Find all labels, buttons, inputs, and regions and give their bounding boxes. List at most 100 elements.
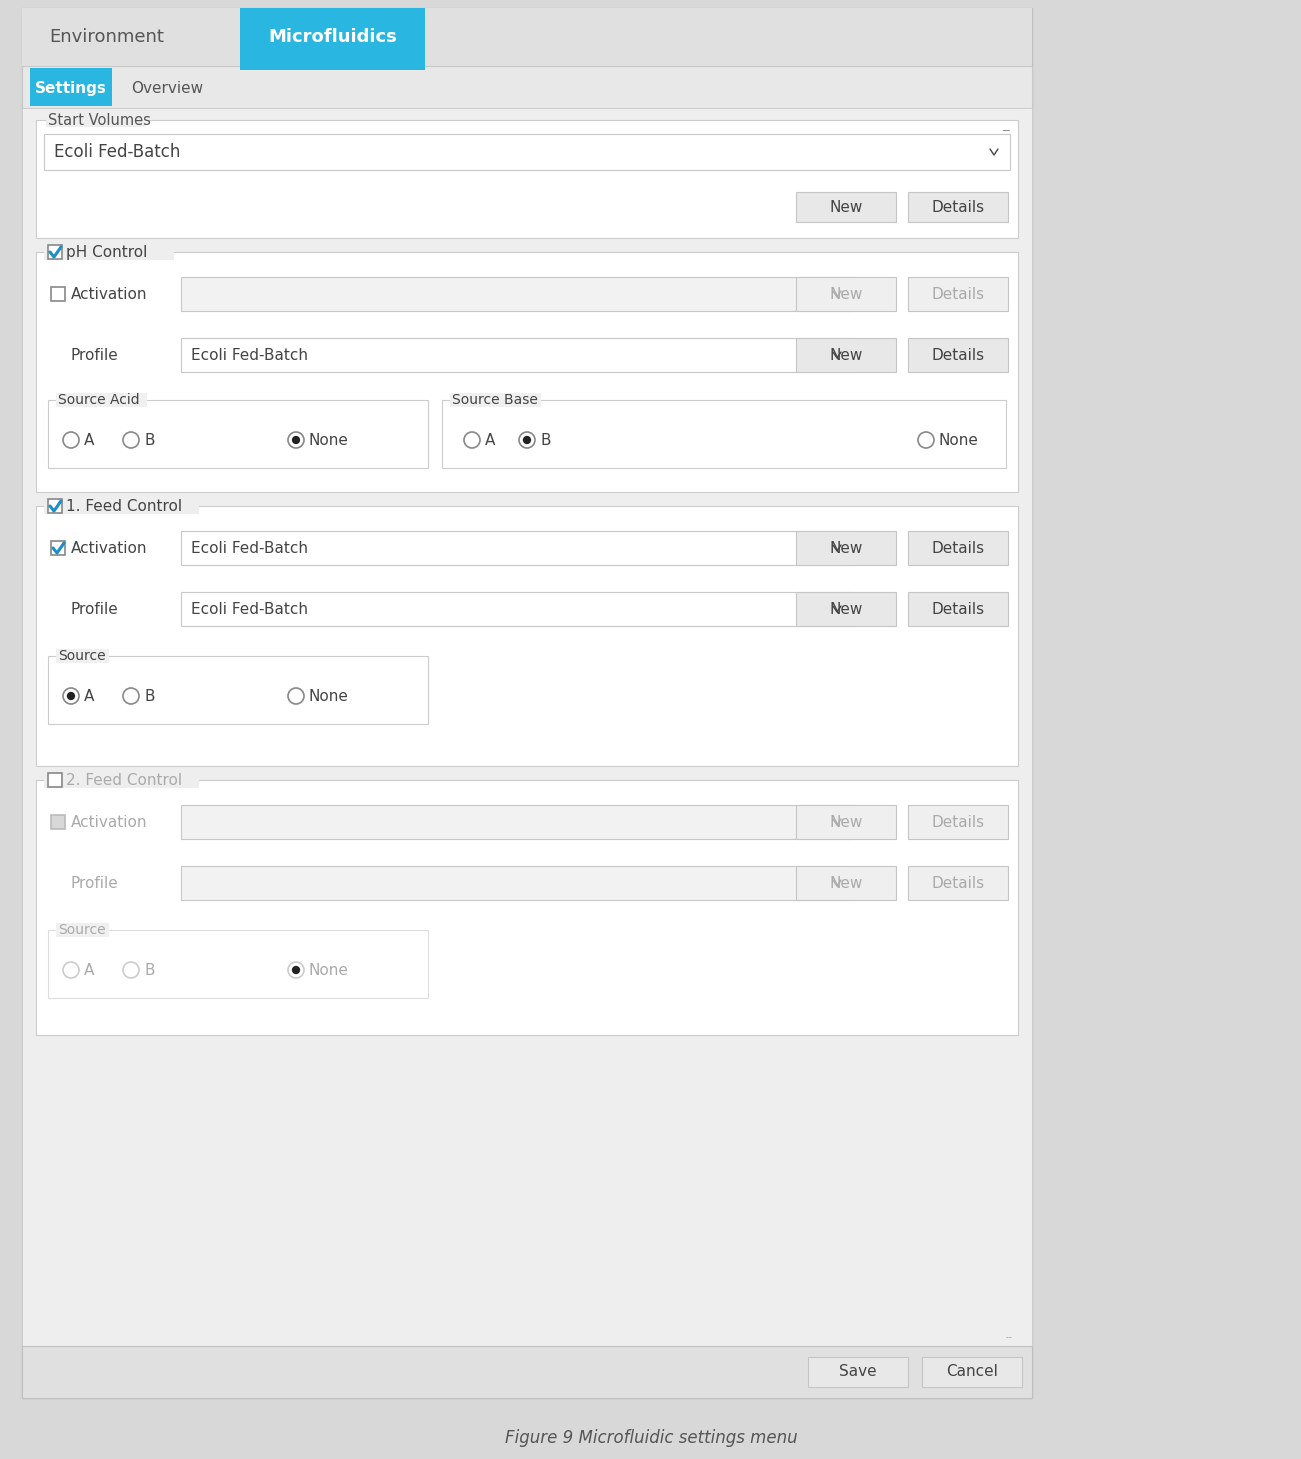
Text: Source: Source <box>59 924 105 937</box>
Bar <box>181 592 853 626</box>
Bar <box>48 245 62 260</box>
Text: Details: Details <box>932 347 985 362</box>
Bar <box>44 134 1010 171</box>
Circle shape <box>62 961 79 978</box>
Bar <box>908 531 1008 565</box>
Text: A: A <box>485 432 496 448</box>
Bar <box>36 120 1017 238</box>
Text: B: B <box>540 432 550 448</box>
Bar <box>181 338 853 372</box>
Bar <box>44 772 199 788</box>
Bar <box>796 867 896 900</box>
Text: Start Volumes: Start Volumes <box>48 112 151 127</box>
Text: B: B <box>144 963 155 978</box>
Bar <box>808 1357 908 1388</box>
Text: Save: Save <box>839 1364 877 1380</box>
Bar <box>36 252 1017 492</box>
Bar <box>796 805 896 839</box>
Text: 2. Feed Control: 2. Feed Control <box>66 772 182 788</box>
Bar <box>48 929 428 998</box>
Circle shape <box>464 432 480 448</box>
Circle shape <box>124 961 139 978</box>
Bar <box>48 400 428 468</box>
Bar <box>908 277 1008 311</box>
Bar <box>908 592 1008 626</box>
Bar <box>22 1347 1032 1398</box>
Bar <box>181 531 853 565</box>
Text: Microfluidics: Microfluidics <box>268 28 397 47</box>
Bar <box>239 7 425 70</box>
Text: Activation: Activation <box>72 814 147 830</box>
Text: Overview: Overview <box>131 80 203 95</box>
Bar <box>796 193 896 222</box>
Text: Profile: Profile <box>72 347 118 362</box>
Text: Cancel: Cancel <box>946 1364 998 1380</box>
Circle shape <box>62 432 79 448</box>
Text: New: New <box>829 875 863 890</box>
Circle shape <box>291 436 301 444</box>
Circle shape <box>919 432 934 448</box>
Text: New: New <box>829 200 863 214</box>
Text: New: New <box>829 347 863 362</box>
Bar <box>56 649 109 662</box>
Text: ╌: ╌ <box>1006 1334 1012 1342</box>
Text: Details: Details <box>932 814 985 830</box>
Bar <box>22 66 1032 108</box>
Circle shape <box>288 432 304 448</box>
Text: None: None <box>310 963 349 978</box>
Bar <box>48 657 428 724</box>
Bar <box>36 781 1017 1034</box>
Bar <box>56 392 147 407</box>
Bar <box>51 541 65 554</box>
Bar <box>796 531 896 565</box>
Bar <box>181 277 853 311</box>
Text: 1. Feed Control: 1. Feed Control <box>66 499 182 514</box>
Text: Ecoli Fed-Batch: Ecoli Fed-Batch <box>191 540 308 556</box>
Text: Environment: Environment <box>49 28 164 47</box>
Bar <box>51 816 65 829</box>
Text: A: A <box>85 689 95 703</box>
Circle shape <box>62 689 79 705</box>
Bar <box>796 592 896 626</box>
Bar <box>796 338 896 372</box>
Text: Details: Details <box>932 875 985 890</box>
Bar <box>36 506 1017 766</box>
Bar <box>908 193 1008 222</box>
Text: pH Control: pH Control <box>66 245 147 260</box>
Text: Figure 9 Microfluidic settings menu: Figure 9 Microfluidic settings menu <box>505 1428 798 1447</box>
Text: New: New <box>829 286 863 302</box>
Text: ─: ─ <box>1003 125 1010 136</box>
Text: A: A <box>85 963 95 978</box>
Bar <box>22 7 1032 1398</box>
Bar <box>181 805 853 839</box>
Text: None: None <box>310 432 349 448</box>
Text: A: A <box>85 432 95 448</box>
Bar <box>30 69 112 107</box>
Text: B: B <box>144 689 155 703</box>
Circle shape <box>66 692 75 700</box>
Text: None: None <box>939 432 978 448</box>
Text: Profile: Profile <box>72 875 118 890</box>
Text: Activation: Activation <box>72 286 147 302</box>
Bar <box>56 924 109 937</box>
Circle shape <box>288 689 304 705</box>
Text: Details: Details <box>932 601 985 617</box>
Circle shape <box>288 961 304 978</box>
Circle shape <box>291 966 301 975</box>
Bar <box>48 499 62 514</box>
Bar <box>908 338 1008 372</box>
Bar <box>22 7 1032 66</box>
Bar <box>22 108 1032 1347</box>
Text: Ecoli Fed-Batch: Ecoli Fed-Batch <box>191 347 308 362</box>
Text: New: New <box>829 601 863 617</box>
Bar <box>46 112 146 127</box>
Bar <box>442 400 1006 468</box>
Circle shape <box>124 689 139 705</box>
Circle shape <box>519 432 535 448</box>
Text: Details: Details <box>932 200 985 214</box>
Text: Ecoli Fed-Batch: Ecoli Fed-Batch <box>191 601 308 617</box>
Text: B: B <box>144 432 155 448</box>
Text: New: New <box>829 814 863 830</box>
Bar <box>48 773 62 786</box>
Bar <box>450 392 540 407</box>
